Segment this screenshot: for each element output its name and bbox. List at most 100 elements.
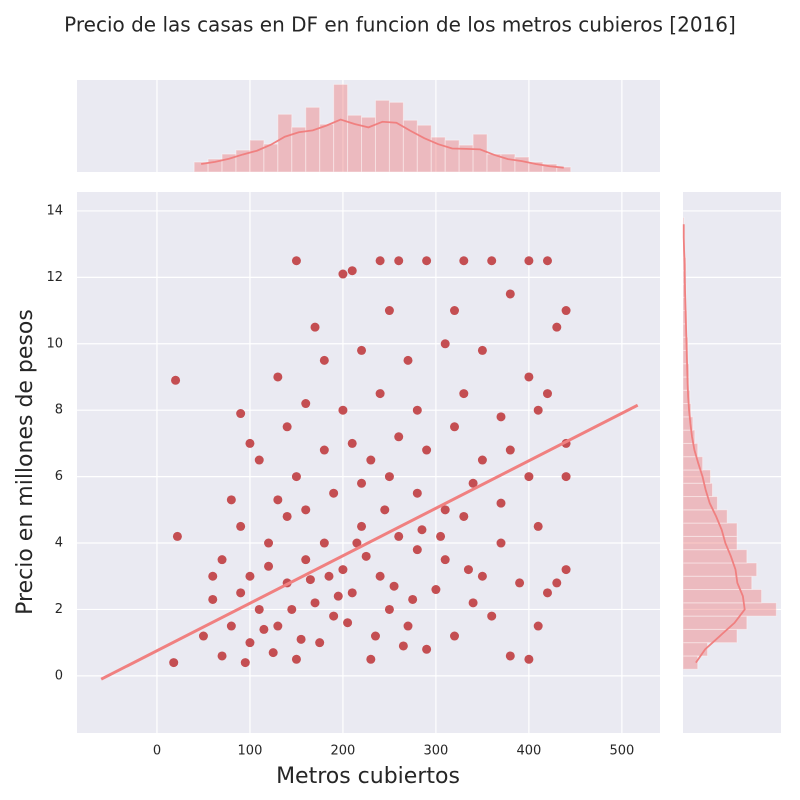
scatter-point <box>403 621 413 631</box>
histogram-bar <box>458 144 474 173</box>
histogram-bar <box>682 628 738 644</box>
scatter-point <box>468 478 478 488</box>
scatter-point <box>496 498 506 508</box>
scatter-point <box>412 488 422 498</box>
scatter-point <box>524 654 534 664</box>
scatter-point <box>463 565 473 575</box>
scatter-point <box>375 256 385 266</box>
scatter-point <box>264 538 274 548</box>
histogram-bar <box>682 562 758 577</box>
scatter-point <box>487 611 497 621</box>
scatter-point <box>347 266 357 276</box>
scatter-point <box>245 638 255 648</box>
scatter-point <box>384 604 394 614</box>
histogram-bar <box>472 133 488 173</box>
kde-curve <box>682 224 746 664</box>
histogram-bar <box>305 106 321 173</box>
histogram-bar <box>682 363 690 378</box>
histogram-bar <box>682 482 713 498</box>
scatter-point <box>329 611 339 621</box>
scatter-point <box>477 455 487 465</box>
histogram-bar <box>333 83 349 173</box>
scatter-point <box>366 455 376 465</box>
histogram-bar <box>682 403 692 418</box>
scatter-point <box>436 531 446 541</box>
x-tick-label: 100 <box>238 744 263 759</box>
scatter-point <box>301 399 311 409</box>
histogram-bar <box>682 429 696 444</box>
histogram-bar <box>682 509 728 524</box>
histogram-bar <box>682 655 699 670</box>
scatter-point <box>389 581 399 591</box>
scatter-point <box>347 438 357 448</box>
scatter-point <box>245 438 255 448</box>
histogram-bar <box>249 139 265 173</box>
histogram-bar <box>193 161 209 173</box>
scatter-point <box>375 389 385 399</box>
scatter-point <box>496 412 506 422</box>
histogram-bar <box>682 642 709 657</box>
x-tick-label: 400 <box>516 744 541 759</box>
x-axis-label: Metros cubiertos <box>276 764 460 789</box>
scatter-point <box>254 455 264 465</box>
x-tick-label: 500 <box>609 744 634 759</box>
histogram-bar <box>682 589 763 604</box>
scatter-point <box>533 621 543 631</box>
scatter-point <box>315 638 325 648</box>
scatter-point <box>552 322 562 332</box>
right-marginal-area <box>683 192 781 733</box>
scatter-point <box>357 521 367 531</box>
scatter-point <box>273 495 283 505</box>
histogram-bar <box>277 113 293 173</box>
scatter-point <box>338 405 348 415</box>
y-axis-label: Precio en millones de pesos <box>13 309 38 615</box>
histogram-bar <box>319 123 335 173</box>
scatter-point <box>282 511 292 521</box>
scatter-point <box>291 472 301 482</box>
scatter-point <box>542 389 552 399</box>
scatter-point <box>370 631 380 641</box>
scatter-point <box>431 585 441 595</box>
scatter-point <box>198 631 208 641</box>
scatter-point <box>403 355 413 365</box>
scatter-point <box>477 571 487 581</box>
scatter-point <box>524 256 534 266</box>
scatter-point <box>384 472 394 482</box>
y-tick-label: 12 <box>46 270 63 285</box>
scatter-point <box>422 445 432 455</box>
scatter-point <box>319 538 329 548</box>
scatter-point <box>459 511 469 521</box>
scatter-point <box>542 588 552 598</box>
scatter-point <box>296 634 306 644</box>
scatter-point <box>422 256 432 266</box>
scatter-point <box>347 588 357 598</box>
scatter-point <box>171 375 181 385</box>
chart-title: Precio de las casas en DF en funcion de … <box>64 13 736 37</box>
scatter-point <box>468 598 478 608</box>
y-tick-label: 2 <box>55 602 63 617</box>
histogram-bar <box>514 156 530 173</box>
histogram-bar <box>682 349 689 365</box>
histogram-bar <box>374 99 390 173</box>
scatter-point <box>208 571 218 581</box>
scatter-point <box>361 551 371 561</box>
scatter-point <box>552 578 562 588</box>
scatter-point <box>533 405 543 415</box>
x-tick-label: 0 <box>153 744 161 759</box>
histogram-bar <box>361 116 376 173</box>
scatter-point <box>440 555 450 565</box>
histogram-bar <box>347 114 363 173</box>
scatter-point <box>324 571 334 581</box>
scatter-point <box>208 594 218 604</box>
scatter-point <box>357 345 367 355</box>
scatter-point <box>450 422 460 432</box>
y-tick-label: 0 <box>55 668 63 683</box>
top-marginal-area <box>77 80 660 172</box>
scatter-point <box>422 644 432 654</box>
scatter-point <box>505 445 515 455</box>
x-tick-label: 300 <box>423 744 448 759</box>
scatter-point <box>450 306 460 316</box>
scatter-point <box>533 521 543 531</box>
scatter-point <box>542 256 552 266</box>
